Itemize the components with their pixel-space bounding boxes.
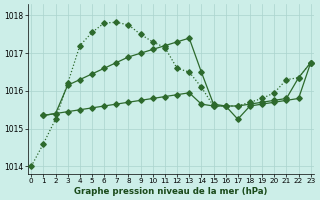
X-axis label: Graphe pression niveau de la mer (hPa): Graphe pression niveau de la mer (hPa): [74, 187, 268, 196]
